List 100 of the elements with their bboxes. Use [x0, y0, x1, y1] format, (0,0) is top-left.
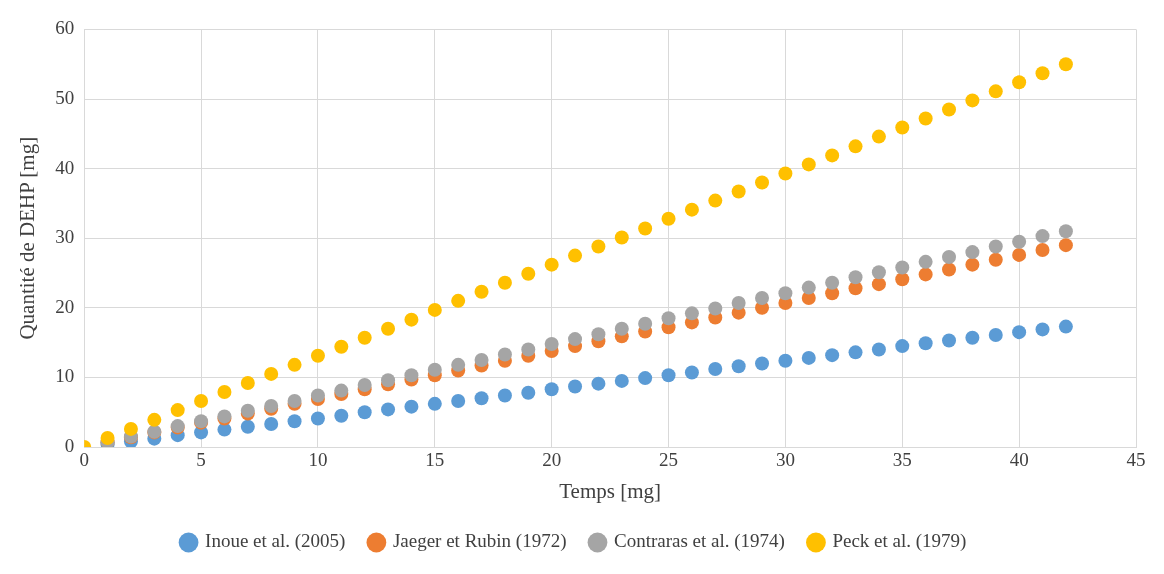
point [591, 327, 606, 342]
point [1012, 325, 1027, 340]
y-tick-label: 10 [55, 365, 75, 387]
legend-label: Contraras et al. (1974) [613, 530, 785, 553]
point [404, 368, 419, 383]
point [848, 270, 863, 285]
point [1012, 75, 1027, 90]
point [848, 345, 863, 360]
point [544, 257, 559, 272]
point [568, 332, 583, 347]
point [1058, 319, 1073, 334]
point [521, 385, 536, 400]
x-tick-label: 15 [425, 449, 445, 471]
point [965, 330, 980, 345]
point [614, 373, 629, 388]
point [871, 129, 886, 144]
y-tick-label: 0 [64, 434, 75, 456]
point [871, 277, 886, 292]
point [1012, 234, 1027, 249]
point [661, 211, 676, 226]
point [404, 399, 419, 414]
point [988, 252, 1003, 267]
point [497, 347, 512, 362]
point [755, 356, 770, 371]
point [614, 321, 629, 336]
point [451, 293, 466, 308]
point [1035, 229, 1050, 244]
x-tick-label: 10 [308, 449, 328, 471]
point [988, 84, 1003, 99]
point [287, 414, 302, 429]
point [521, 266, 536, 281]
point [194, 394, 209, 409]
point [965, 245, 980, 260]
point [825, 348, 840, 363]
point [147, 412, 162, 427]
point [310, 348, 325, 363]
point [427, 396, 442, 411]
point [381, 321, 396, 336]
point [264, 366, 279, 381]
x-axis-title: Temps [mg] [559, 478, 661, 503]
point [871, 342, 886, 357]
point [497, 388, 512, 403]
point [778, 286, 793, 301]
point [895, 272, 910, 287]
x-tick-label: 40 [1009, 449, 1029, 471]
point [544, 336, 559, 351]
point [404, 312, 419, 327]
point [381, 373, 396, 388]
point [801, 350, 816, 365]
point [474, 391, 489, 406]
point [895, 260, 910, 275]
point [638, 371, 653, 386]
point [708, 362, 723, 377]
point [778, 166, 793, 181]
point [731, 359, 746, 374]
x-tick-label: 45 [1126, 449, 1146, 471]
point [1058, 57, 1073, 72]
point [942, 102, 957, 117]
point [334, 408, 349, 423]
legend-label: Jaeger et Rubin (1972) [392, 530, 567, 553]
point [427, 362, 442, 377]
point [825, 275, 840, 290]
point [661, 368, 676, 383]
point [684, 202, 699, 217]
point [334, 383, 349, 398]
point [731, 184, 746, 199]
point [848, 139, 863, 154]
point [942, 249, 957, 264]
point [755, 291, 770, 306]
legend-label: Inoue et al. (2005) [205, 530, 346, 553]
point [895, 339, 910, 354]
point [1035, 322, 1050, 337]
x-tick-label: 5 [196, 449, 206, 471]
point [708, 193, 723, 208]
point [708, 301, 723, 316]
x-tick-label: 35 [892, 449, 912, 471]
point [965, 93, 980, 108]
point [1035, 66, 1050, 81]
point [1035, 243, 1050, 258]
point [310, 411, 325, 426]
point [217, 385, 232, 400]
point [591, 239, 606, 254]
point [801, 157, 816, 172]
point [1058, 238, 1073, 253]
point [988, 327, 1003, 342]
point [918, 267, 933, 282]
point [451, 394, 466, 409]
point [684, 365, 699, 380]
point [895, 120, 910, 135]
point [918, 336, 933, 351]
point [638, 221, 653, 236]
point [825, 148, 840, 163]
point [170, 403, 185, 418]
y-tick-label: 40 [55, 156, 75, 178]
point [591, 376, 606, 391]
point [684, 306, 699, 321]
point [614, 230, 629, 245]
point [778, 353, 793, 368]
point [123, 421, 138, 436]
point [871, 265, 886, 280]
